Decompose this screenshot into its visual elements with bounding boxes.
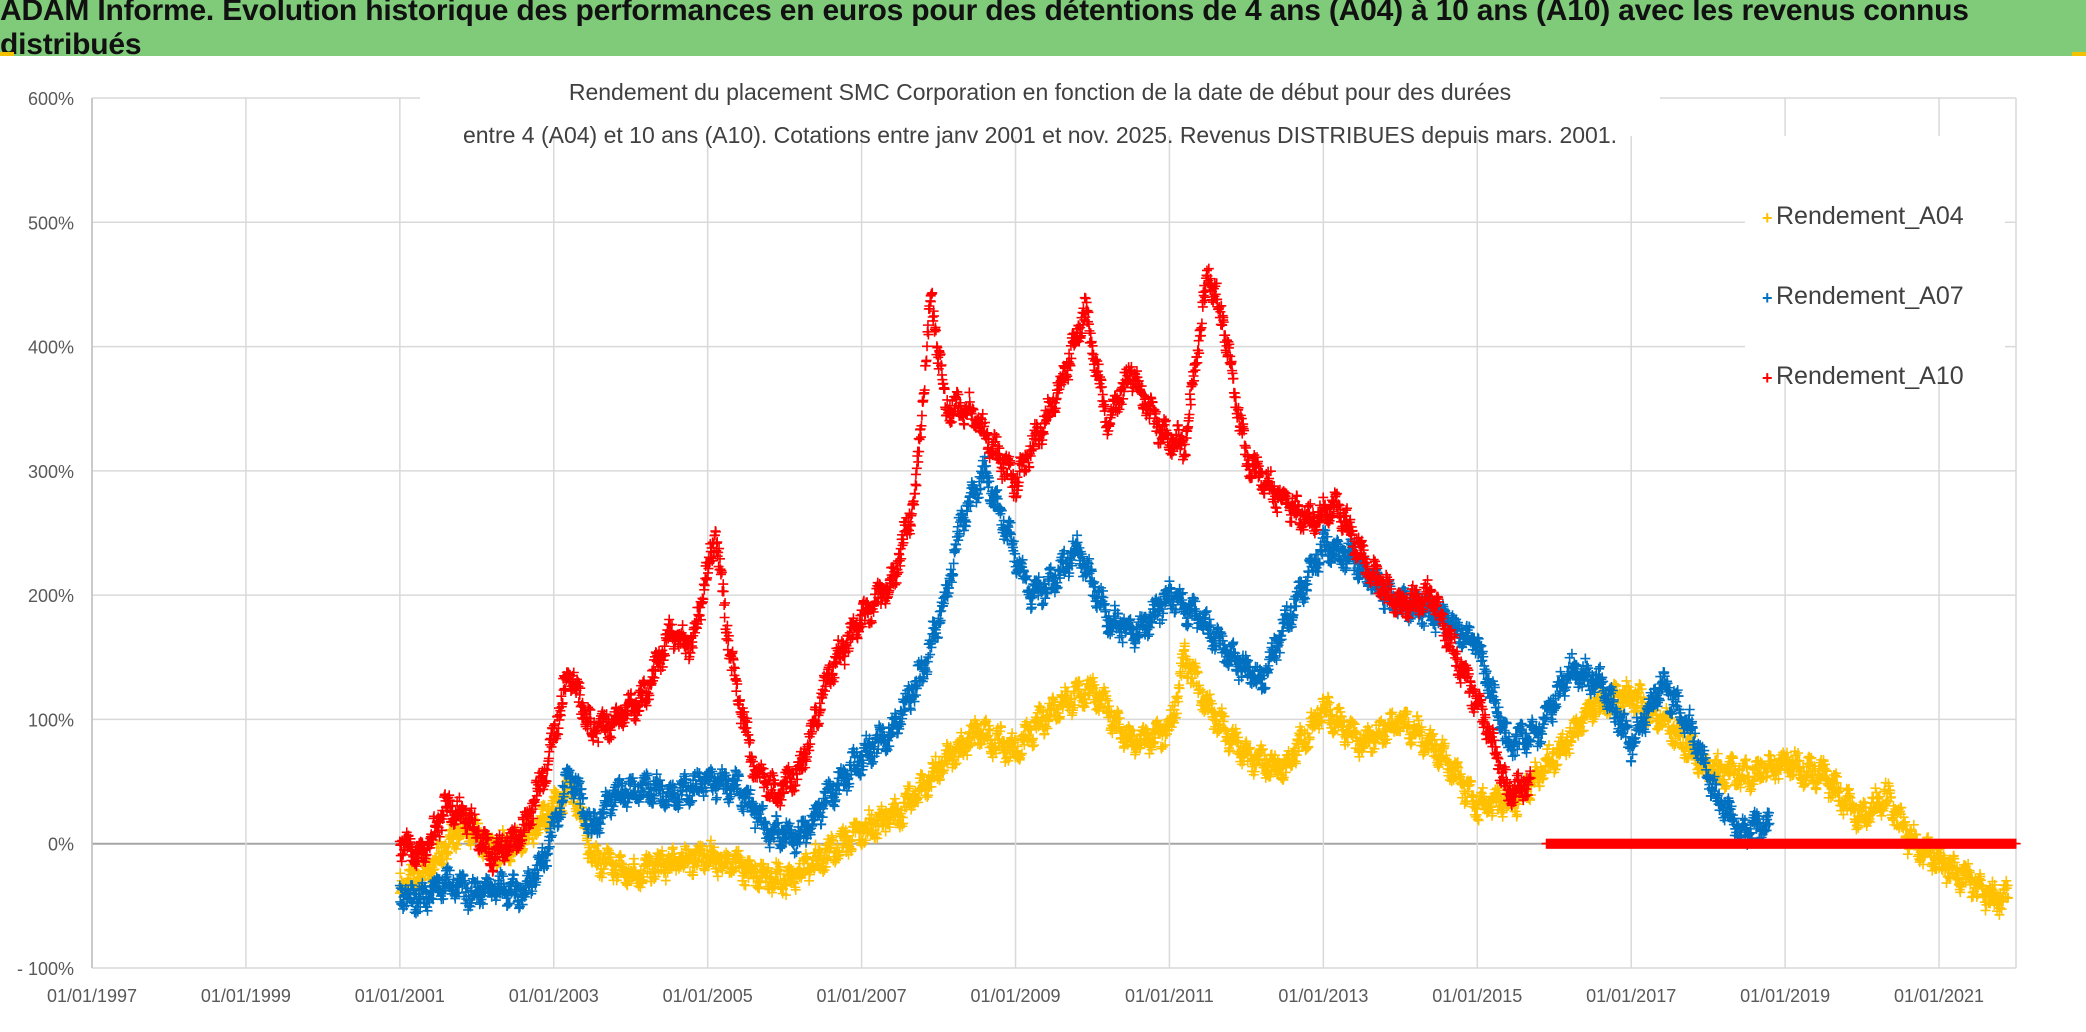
data-point (650, 871, 661, 882)
data-series (394, 263, 2021, 920)
data-point (667, 842, 678, 853)
data-point (531, 830, 542, 841)
data-point (528, 838, 539, 849)
series-rendement_a04 (394, 638, 2014, 920)
data-point (443, 847, 454, 858)
data-point (598, 864, 609, 875)
data-point (660, 865, 671, 876)
data-point (645, 853, 656, 864)
data-point (597, 868, 608, 879)
report-banner: ADAM Informe. Evolution historique des p… (0, 0, 2086, 61)
data-point (533, 827, 544, 838)
banner-corner-left (0, 52, 14, 58)
data-point (660, 875, 671, 886)
chart: Rendement du placement SMC Corporation e… (0, 56, 2086, 1032)
data-point (615, 851, 626, 862)
data-point (429, 864, 440, 875)
banner-corner-right (2072, 52, 2086, 58)
data-point (451, 839, 462, 850)
banner-title: ADAM Informe. Evolution historique des p… (0, 0, 1969, 61)
data-point (444, 838, 455, 849)
data-point (395, 868, 406, 879)
data-point (644, 851, 655, 862)
chart-background (0, 56, 2086, 1032)
data-point (688, 870, 699, 881)
data-point (591, 840, 602, 851)
data-point (428, 865, 439, 876)
